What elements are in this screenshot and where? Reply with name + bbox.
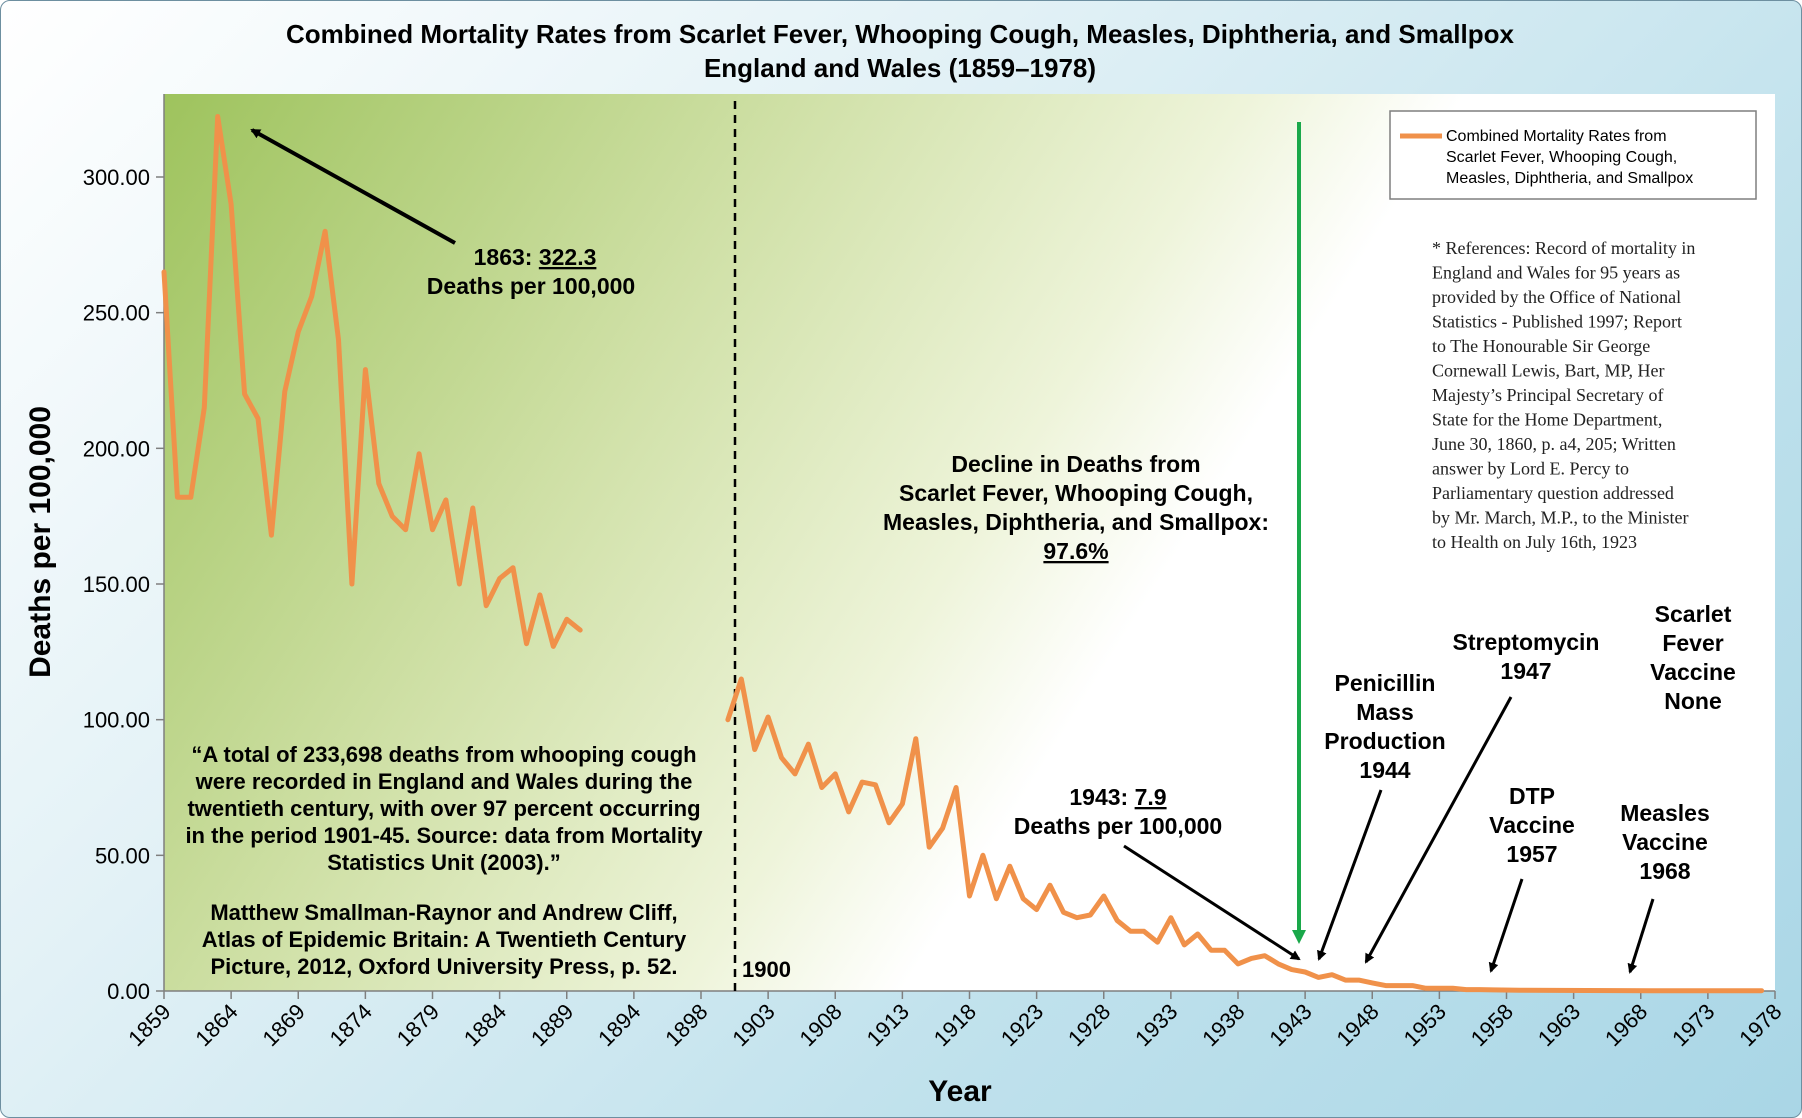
decline-text: Decline in Deaths from Scarlet Fever, Who…: [883, 451, 1269, 535]
legend-box: [1389, 110, 1757, 200]
x-tick-label: 1869: [257, 999, 309, 1051]
quote-text: “A total of 233,698 deaths from whooping…: [185, 742, 703, 875]
peak-unit: Deaths per 100,000: [427, 273, 635, 299]
x-tick-label: 1928: [1063, 999, 1115, 1051]
penicillin-arrow: [1317, 789, 1383, 961]
x-tick-label: 1973: [1667, 999, 1719, 1051]
citation-text: Matthew Smallman-Raynor and Andrew Cliff…: [202, 900, 687, 979]
x-tick-label: 1923: [996, 999, 1048, 1051]
event-dtp-vaccine: DTP Vaccine 1957: [1489, 783, 1575, 867]
x-axis-title: Year: [928, 1075, 992, 1108]
event-streptomycin: Streptomycin 1947: [1453, 629, 1600, 684]
chart-title: Combined Mortality Rates from Scarlet Fe…: [286, 19, 1515, 49]
x-tick-label: 1908: [794, 999, 846, 1051]
x-tick-label: 1913: [862, 999, 914, 1051]
x-tick-label: 1918: [929, 999, 981, 1051]
series-line-segment-2: [725, 676, 1765, 994]
y-tick-label: 200.00: [83, 436, 150, 461]
x-tick-label: 1903: [727, 999, 779, 1051]
y-axis-ticks: 0.00 50.00 100.00 150.00 200.00 250.00 300.00: [83, 165, 164, 1004]
legend: Combined Mortality Rates from Scarlet Fev…: [1389, 110, 1757, 200]
x-tick-label: 1978: [1734, 999, 1786, 1051]
y-tick-label: 250.00: [83, 301, 150, 326]
y-tick-label: 300.00: [83, 165, 150, 190]
peak-arrow: [250, 128, 456, 245]
y-tick-label: 50.00: [95, 843, 150, 868]
y-tick-label: 0.00: [107, 979, 150, 1004]
low-unit: Deaths per 100,000: [1014, 813, 1222, 839]
y-axis-title: Deaths per 100,000: [24, 406, 57, 678]
peak-label: 1863: 322.3: [474, 244, 597, 270]
series-layer: [161, 114, 1765, 994]
divider-label: 1900: [742, 957, 791, 982]
x-tick-label: 1933: [1130, 999, 1182, 1051]
x-tick-label: 1968: [1600, 999, 1652, 1051]
chart-subtitle: England and Wales (1859–1978): [704, 53, 1096, 83]
legend-label: Combined Mortality Rates from Scarlet Fev…: [1446, 128, 1693, 187]
x-axis-ticks: 1859 1864 1869 1874 1879 1884 1889 1894 1898 1903…: [123, 991, 1787, 1051]
series-line-segment-1: [161, 114, 583, 649]
low-label: 1943: 7.9: [1069, 784, 1166, 810]
x-tick-label: 1938: [1197, 999, 1249, 1051]
decline-percent: 97.6%: [1043, 538, 1108, 564]
x-tick-label: 1948: [1331, 999, 1383, 1051]
x-tick-label: 1889: [526, 999, 578, 1051]
plot-area: [164, 94, 1775, 991]
x-tick-label: 1859: [123, 999, 175, 1051]
dtp-arrow: [1488, 878, 1524, 973]
x-tick-label: 1963: [1533, 999, 1585, 1051]
event-penicillin: Penicillin Mass Production 1944: [1324, 670, 1445, 783]
measles-arrow: [1627, 898, 1655, 974]
y-tick-label: 100.00: [83, 708, 150, 733]
x-tick-label: 1898: [660, 999, 712, 1051]
x-tick-label: 1894: [593, 999, 645, 1051]
x-tick-label: 1958: [1466, 999, 1518, 1051]
y-tick-label: 150.00: [83, 572, 150, 597]
event-measles-vaccine: Measles Vaccine 1968: [1620, 800, 1710, 884]
streptomycin-arrow: [1364, 696, 1513, 964]
references-text: * References: Record of mortality in Engl…: [1432, 238, 1695, 552]
x-tick-label: 1943: [1264, 999, 1316, 1051]
x-tick-label: 1884: [459, 999, 511, 1051]
x-tick-label: 1953: [1399, 999, 1451, 1051]
x-tick-label: 1874: [325, 999, 377, 1051]
x-tick-label: 1864: [190, 999, 242, 1051]
low-arrow: [1123, 844, 1301, 961]
x-tick-label: 1879: [392, 999, 444, 1051]
event-scarlet-fever-vaccine: Scarlet Fever Vaccine None: [1650, 601, 1736, 714]
